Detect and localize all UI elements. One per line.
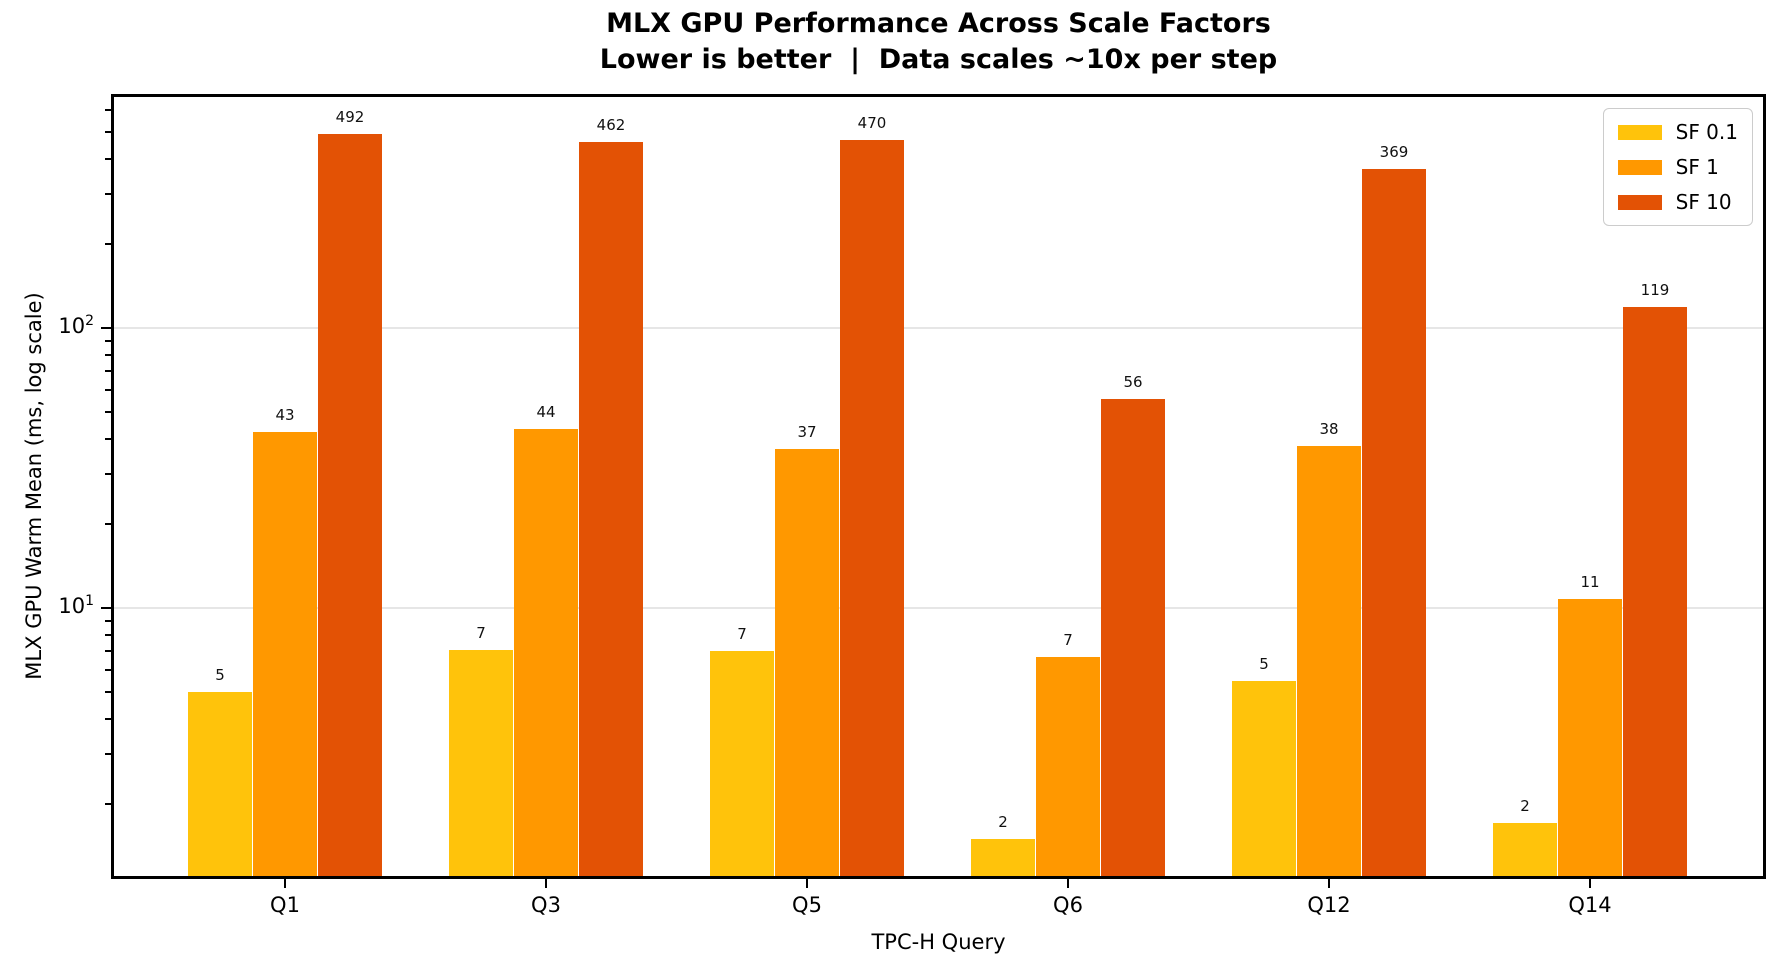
y-tick-minor (105, 438, 111, 441)
legend-item: SF 0.1 (1617, 120, 1738, 144)
bar-sf1-q3 (514, 429, 578, 876)
x-tick-label: Q12 (1307, 893, 1351, 917)
plot-spine-top (111, 94, 1766, 97)
bar-sf10-q5 (840, 139, 904, 876)
y-tick-minor (105, 669, 111, 672)
bar-sf10-q14 (1623, 306, 1687, 876)
plot-area: SF 0.1 SF 1 SF 10 101 102 Q1 Q3 Q5 Q6 Q12 Q14 5 7 7 2… (58, 94, 1766, 917)
y-tick-label: 102 (58, 313, 94, 338)
bar-sf1-q1 (253, 432, 317, 876)
y-gridline (114, 607, 1763, 609)
y-tick-minor (105, 691, 111, 694)
bar-sf0.1-q5 (710, 651, 774, 876)
legend-item: SF 10 (1617, 190, 1738, 214)
y-tick-minor (105, 522, 111, 525)
x-tick-label: Q5 (792, 893, 822, 917)
x-tick (1589, 879, 1591, 888)
y-tick-minor (105, 411, 111, 414)
y-tick-minor (105, 109, 111, 112)
plot-spine-right (1763, 94, 1766, 879)
legend-swatch (1617, 124, 1662, 140)
x-tick-label: Q3 (531, 893, 561, 917)
bar-value-label: 2 (1520, 797, 1530, 816)
y-tick-major (101, 607, 111, 609)
bar-sf1-q12 (1297, 445, 1361, 876)
x-tick (1328, 879, 1330, 888)
y-tick-minor (105, 339, 111, 342)
bar-sf1-q6 (1036, 656, 1100, 876)
legend-label: SF 0.1 (1675, 120, 1738, 144)
y-tick-minor (105, 473, 111, 476)
x-tick-label: Q1 (270, 893, 300, 917)
x-tick-label: Q6 (1053, 893, 1083, 917)
y-tick-minor (105, 389, 111, 392)
bar-sf1-q14 (1558, 598, 1622, 876)
bar-sf10-q12 (1362, 169, 1426, 876)
y-tick-minor (105, 802, 111, 805)
y-tick-minor (105, 354, 111, 357)
bar-value-label: 7 (737, 625, 747, 644)
legend-swatch (1617, 194, 1662, 210)
x-tick-label: Q14 (1568, 893, 1612, 917)
bar-value-label: 5 (215, 666, 225, 685)
bar-sf10-q3 (579, 141, 643, 876)
legend-item: SF 1 (1617, 155, 1738, 179)
bar-sf10-q1 (318, 134, 382, 876)
bar-value-label: 119 (1640, 280, 1670, 299)
bar-sf10-q6 (1101, 398, 1165, 876)
bar-sf0.1-q1 (188, 692, 252, 876)
legend-label: SF 1 (1675, 155, 1719, 179)
bar-value-label: 492 (335, 108, 365, 127)
y-gridline (114, 327, 1763, 329)
y-tick-minor (105, 193, 111, 196)
bar-sf1-q5 (775, 448, 839, 876)
bar-value-label: 38 (1319, 419, 1339, 438)
y-tick-major (101, 327, 111, 329)
bar-value-label: 2 (998, 812, 1008, 831)
bar-sf0.1-q12 (1232, 680, 1296, 876)
bar-sf0.1-q6 (971, 838, 1035, 876)
legend-label: SF 10 (1675, 190, 1732, 214)
bar-sf0.1-q14 (1493, 823, 1557, 876)
bar-value-label: 369 (1379, 143, 1409, 162)
bar-value-label: 462 (596, 115, 626, 134)
plot-spine-left (111, 94, 114, 879)
bar-value-label: 43 (275, 406, 295, 425)
x-tick (284, 879, 286, 888)
y-tick-minor (105, 718, 111, 721)
y-tick-minor (105, 634, 111, 637)
legend-swatch (1617, 159, 1662, 175)
y-tick-minor (105, 753, 111, 756)
y-tick-minor (105, 242, 111, 245)
y-tick-label: 101 (58, 593, 94, 618)
bar-value-label: 37 (797, 422, 817, 441)
bar-value-label: 44 (536, 403, 556, 422)
x-tick (806, 879, 808, 888)
bar-value-label: 56 (1123, 372, 1143, 391)
plot-spine-bottom (111, 876, 1766, 879)
bar-value-label: 5 (1259, 654, 1269, 673)
y-axis-label: MLX GPU Warm Mean (ms, log scale) (22, 292, 46, 680)
legend: SF 0.1 SF 1 SF 10 (1602, 108, 1753, 226)
y-tick-minor (105, 650, 111, 653)
chart-subtitle: Lower is better | Data scales ~10x per s… (599, 44, 1278, 75)
x-tick (1067, 879, 1069, 888)
y-tick-minor (105, 158, 111, 161)
y-tick-minor (105, 619, 111, 622)
x-axis-label: TPC-H Query (871, 930, 1006, 954)
bar-sf0.1-q3 (449, 649, 513, 876)
chart-title: MLX GPU Performance Across Scale Factors (606, 8, 1271, 39)
bar-value-label: 7 (1063, 630, 1073, 649)
x-tick (545, 879, 547, 888)
bar-value-label: 11 (1580, 572, 1600, 591)
bar-value-label: 470 (857, 113, 887, 132)
y-tick-minor (105, 131, 111, 134)
y-tick-minor (105, 370, 111, 373)
bar-value-label: 7 (476, 623, 486, 642)
title-block: MLX GPU Performance Across Scale Factors… (114, 6, 1763, 78)
